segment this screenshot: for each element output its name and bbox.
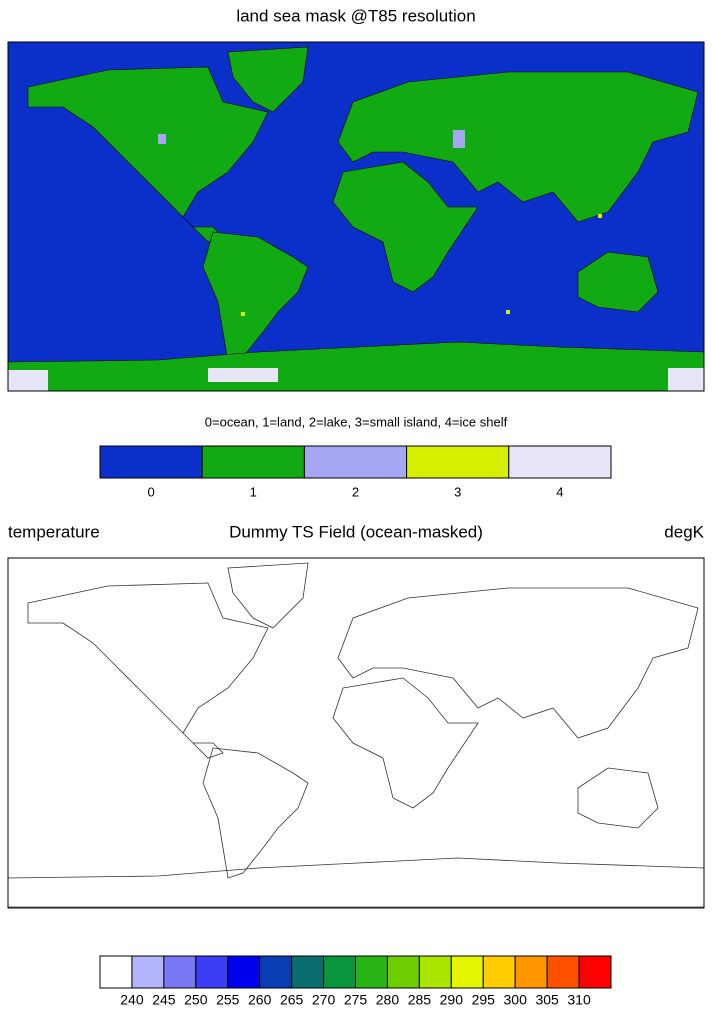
colorbar-box: [291, 955, 325, 989]
colorbar-box: [303, 445, 408, 479]
colorbar-box: [508, 445, 612, 479]
map-title: land sea mask @T85 resolution: [236, 6, 475, 25]
ice-shelf: [668, 368, 704, 391]
colorbar-box: [546, 955, 580, 989]
map-frame: [7, 557, 705, 909]
field-band: [443, 861, 543, 905]
field-band: [338, 658, 458, 818]
colorbar-box: [259, 955, 293, 989]
colorbar-label: 310: [567, 992, 591, 1008]
field-band: [128, 593, 248, 663]
ice-shelf: [8, 370, 48, 391]
colorbar-box: [355, 955, 388, 989]
colorbar-box: [201, 445, 305, 479]
lake: [158, 134, 166, 144]
colorbar-label: 240: [120, 992, 144, 1008]
colorbar-box: [99, 955, 133, 989]
colorbar-box: [227, 955, 261, 989]
colorbar-box: [131, 955, 165, 989]
colorbar-label: 260: [248, 992, 272, 1008]
ice-shelf: [208, 368, 278, 382]
small-island: [598, 214, 602, 218]
colorbar-label: 305: [535, 992, 559, 1008]
colorbar-label: 275: [344, 992, 368, 1008]
colorbar-box: [514, 955, 548, 989]
colorbar-box: [482, 955, 516, 989]
field-band: [203, 793, 263, 893]
colorbar-label: 4: [556, 484, 563, 499]
colorbar: 0 1 2 3 4: [99, 445, 612, 499]
colorbar-label: 280: [376, 992, 400, 1008]
field: [8, 563, 704, 907]
colorbar-box: [195, 955, 229, 989]
colorbar-label: 300: [504, 992, 528, 1008]
land-sea-map: [7, 41, 705, 392]
temperature-map: [7, 557, 705, 909]
colorbar-label: 290: [440, 992, 464, 1008]
colorbar-box: [418, 955, 452, 989]
field-band: [388, 578, 688, 698]
colorbar-label: 255: [216, 992, 240, 1008]
colorbar-label: 2: [352, 484, 359, 499]
colorbar-label: 285: [408, 992, 432, 1008]
colorbar-label: 265: [280, 992, 304, 1008]
left-string: temperature: [8, 522, 100, 541]
map-frame: [7, 41, 705, 392]
colorbar-label: 3: [454, 484, 461, 499]
colorbar-box: [578, 955, 612, 989]
colorbar-label: 270: [312, 992, 336, 1008]
small-island: [506, 310, 510, 314]
field-band: [118, 628, 298, 848]
map-title: Dummy TS Field (ocean-masked): [229, 522, 483, 541]
right-string: degK: [664, 522, 704, 541]
field-band: [68, 658, 188, 718]
field-band: [573, 768, 673, 828]
temperature-field: [8, 563, 704, 907]
small-island: [241, 312, 245, 316]
colorbar-label: 245: [152, 992, 176, 1008]
colorbar-label: 295: [472, 992, 496, 1008]
colorbar-box: [99, 445, 203, 479]
colorbar-title: 0=ocean, 1=land, 2=lake, 3=small island,…: [205, 414, 508, 429]
field-band: [298, 863, 418, 907]
field-band: [418, 858, 558, 907]
colorbar-box: [406, 445, 510, 479]
coastline: [7, 562, 705, 908]
lake: [453, 130, 465, 148]
colorbar-box: [323, 955, 356, 989]
colorbar-box: [163, 955, 197, 989]
field-band: [538, 571, 678, 615]
colorbar-label: 250: [184, 992, 208, 1008]
colorbar-box: [386, 955, 420, 989]
colorbar: 240 245 250 255 260 265 270 275 280 285 290 295 300 3…: [99, 955, 612, 1008]
colorbar-box: [450, 955, 484, 989]
field-band: [438, 578, 658, 658]
colorbar-label: 1: [250, 484, 257, 499]
colorbar-label: 0: [147, 484, 154, 499]
field-band: [188, 728, 308, 907]
